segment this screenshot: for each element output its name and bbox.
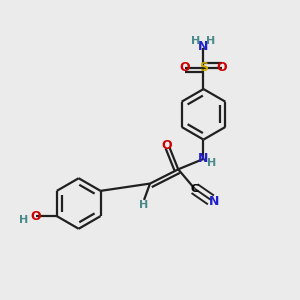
Text: O: O (180, 61, 190, 74)
Text: H: H (140, 200, 149, 210)
Text: O: O (217, 61, 227, 74)
Text: H: H (191, 36, 201, 46)
Text: O: O (162, 139, 172, 152)
Text: N: N (198, 40, 209, 53)
Text: S: S (199, 61, 208, 74)
Text: C: C (190, 184, 199, 194)
Text: H: H (20, 215, 29, 225)
Text: H: H (206, 36, 216, 46)
Text: H: H (207, 158, 216, 168)
Text: N: N (209, 195, 220, 208)
Text: N: N (198, 152, 209, 165)
Text: O: O (31, 210, 41, 223)
